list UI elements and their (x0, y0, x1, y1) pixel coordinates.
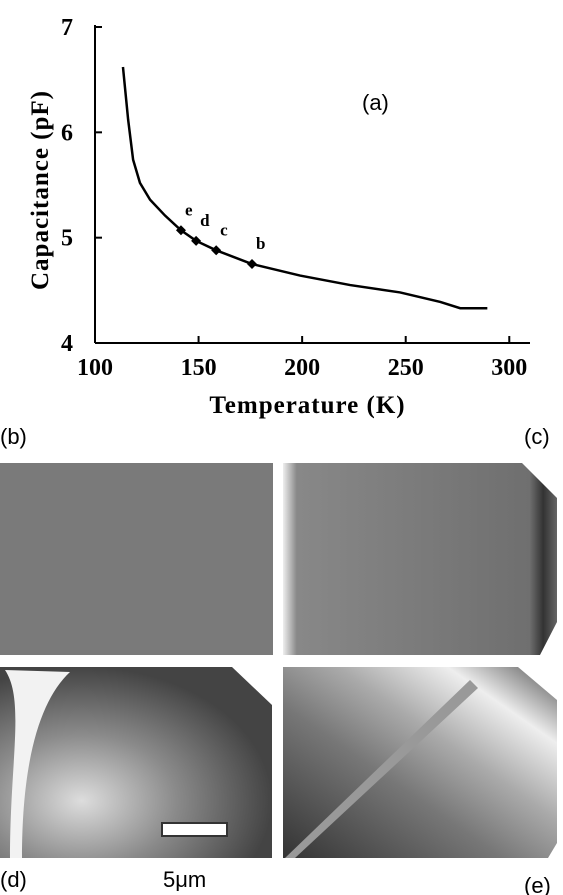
data-line (121, 66, 488, 310)
annotation: (a) (362, 90, 389, 115)
marker-label: c (220, 220, 228, 239)
x-tick-label: 200 (284, 355, 320, 381)
panel-label: (b) (0, 424, 27, 449)
marker (191, 235, 202, 246)
y-tick-label: 6 (61, 120, 73, 146)
panel-label: (c) (524, 424, 550, 449)
panel-label: (e) (524, 873, 551, 895)
image-d-bright (5, 670, 70, 858)
image-c (283, 463, 557, 655)
marker (211, 245, 222, 256)
panel-label: (d) (0, 867, 27, 892)
image-d (0, 667, 272, 858)
marker-label: b (256, 234, 265, 253)
marker (247, 259, 258, 269)
marker-label: e (185, 200, 193, 219)
y-axis-title: Capacitance (pF) (27, 90, 54, 290)
image-b (0, 463, 273, 655)
scale-label: 5μm (163, 867, 206, 892)
y-tick-label: 4 (61, 331, 73, 357)
image-e-streak (285, 680, 478, 858)
x-tick-label: 300 (491, 355, 527, 381)
x-tick-label: 150 (181, 355, 217, 381)
marker-label: d (200, 211, 210, 230)
x-tick-label: 100 (77, 355, 113, 381)
scale-bar (161, 822, 228, 837)
y-tick-label: 7 (61, 15, 73, 41)
marker (175, 225, 186, 236)
x-axis-title: Temperature (K) (209, 392, 405, 419)
x-tick-label: 250 (388, 355, 424, 381)
y-tick-label: 5 (61, 226, 73, 252)
image-e (283, 667, 557, 858)
